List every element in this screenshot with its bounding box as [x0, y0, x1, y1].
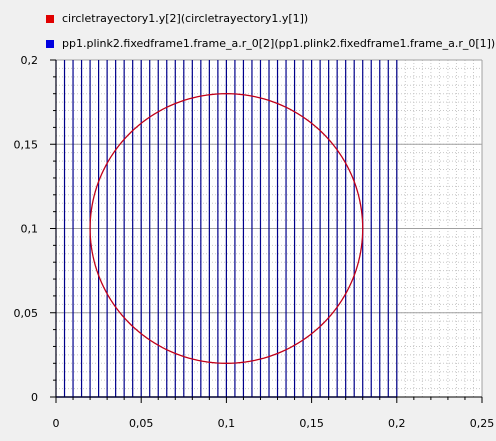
series-vertical-lines — [55, 60, 398, 398]
legend-label-frame: pp1.plink2.fixedframe1.frame_a.r_0[2](pp… — [62, 37, 496, 50]
x-tick-label: 0,15 — [299, 417, 324, 430]
legend-item-frame: pp1.plink2.fixedframe1.frame_a.r_0[2](pp… — [46, 37, 495, 50]
y-tick-label: 0 — [31, 391, 38, 404]
x-tick-label: 0,25 — [470, 417, 495, 430]
legend-item-circle: circletrayectory1.y[2](circletrayectory1… — [46, 12, 308, 25]
legend-swatch-red — [46, 14, 54, 23]
x-tick-label: 0 — [53, 417, 60, 430]
x-tick-label: 0,2 — [388, 417, 406, 430]
tick-labels: 0 0,05 0,1 0,15 0,2 0,25 0 0,05 0,1 0,15 0,2 — [14, 54, 495, 430]
series-circle — [89, 93, 364, 364]
y-tick-label: 0,1 — [21, 223, 39, 236]
tick-marks — [50, 59, 483, 403]
y-tick-label: 0,2 — [21, 54, 39, 67]
y-tick-label: 0,15 — [14, 138, 39, 151]
legend-label-circle: circletrayectory1.y[2](circletrayectory1… — [62, 12, 309, 25]
x-tick-label: 0,05 — [129, 417, 154, 430]
y-tick-label: 0,05 — [14, 307, 39, 320]
legend-swatch-blue — [46, 39, 54, 48]
x-tick-label: 0,1 — [218, 417, 236, 430]
